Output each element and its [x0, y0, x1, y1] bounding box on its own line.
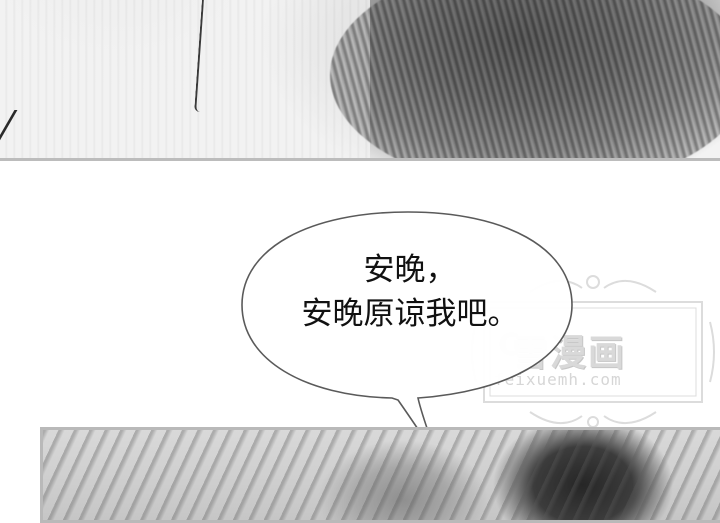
top-comic-panel — [0, 0, 720, 161]
bottom-comic-panel — [40, 427, 720, 523]
background-trees — [43, 430, 720, 520]
sweater-texture — [0, 0, 370, 158]
speech-bubble-text: 安晚， 安晚原谅我吧。 — [260, 248, 560, 336]
hair-shading — [330, 0, 720, 158]
speech-line-1: 安晚， — [363, 252, 457, 288]
watermark-url-text: feixuemh.com — [494, 370, 622, 389]
speech-line-2: 安晚原谅我吧。 — [301, 296, 519, 332]
